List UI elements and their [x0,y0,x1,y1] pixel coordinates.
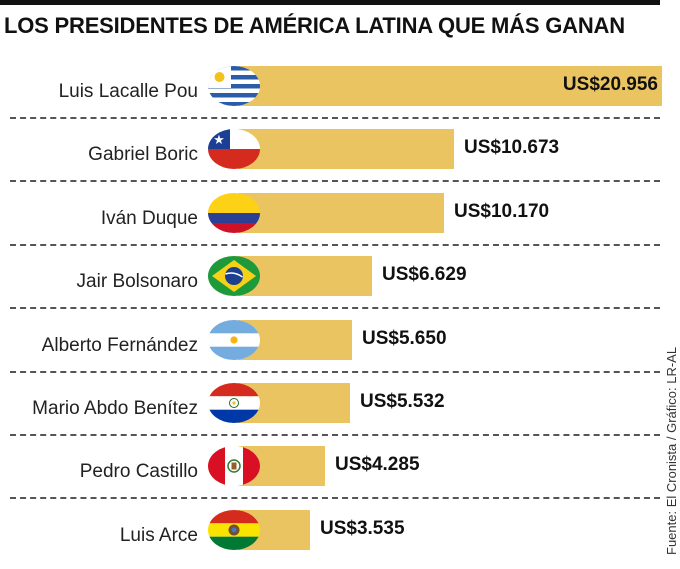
uruguay-flag-icon [208,66,260,106]
category-label: Pedro Castillo [79,461,198,483]
data-label: US$5.532 [360,391,445,412]
row-separator [10,243,660,246]
data-label: US$4.285 [335,454,420,476]
row-separator [10,307,660,310]
row-separator [10,180,660,183]
data-label: US$3.535 [320,517,405,539]
argentina-flag-icon [208,319,260,360]
bolivia-flag-icon [208,509,260,550]
category-label: Luis Arce [119,524,198,546]
data-label: US$10.673 [464,137,560,159]
chart-row: Luis Lacalle Pou US$20.956 [0,61,680,125]
category-label: Iván Duque [100,207,198,229]
row-separator [10,117,660,119]
bar [238,66,662,106]
data-label: US$6.629 [382,264,467,286]
category-label: Mario Abdo Benítez [32,398,198,419]
source-note: Fuente: El Cronista / Gráfico: LR-AL [664,346,679,555]
bar [238,192,444,233]
data-label: US$10.170 [454,200,550,222]
peru-flag-icon [208,446,260,487]
category-label: Gabriel Boric [88,144,198,166]
chart-title: LOS PRESIDENTES DE AMÉRICA LATINA QUE MÁ… [4,13,625,38]
row-separator [10,370,660,373]
category-label: Alberto Fernández [41,334,198,356]
bar [238,129,454,170]
paraguay-flag-icon [208,383,260,423]
chart-row: Alberto Fernández US$5.650 [0,315,680,379]
svg-text:★: ★ [213,133,225,148]
data-label: US$20.956 [562,74,658,95]
bar [238,256,372,297]
top-rule [0,0,660,5]
chart-row: Mario Abdo Benítez US$5.532 [0,378,680,442]
brazil-flag-icon [208,256,260,297]
chart-row: Jair Bolsonaro US$6.629 [0,251,680,315]
data-label: US$5.650 [362,327,447,349]
category-label: Jair Bolsonaro [76,271,198,293]
chart-row: Gabriel Boric ★ US$10.673 [0,124,680,188]
category-label: Luis Lacalle Pou [58,81,198,102]
row-separator [10,434,660,436]
colombia-flag-icon [208,192,260,233]
row-separator [10,497,660,500]
chile-flag-icon: ★ [208,129,260,170]
chart-row: Luis Arce US$3.535 [0,505,680,569]
chart-row: Iván Duque US$10.170 [0,188,680,252]
chart-row: Pedro Castillo US$4.285 [0,441,680,505]
